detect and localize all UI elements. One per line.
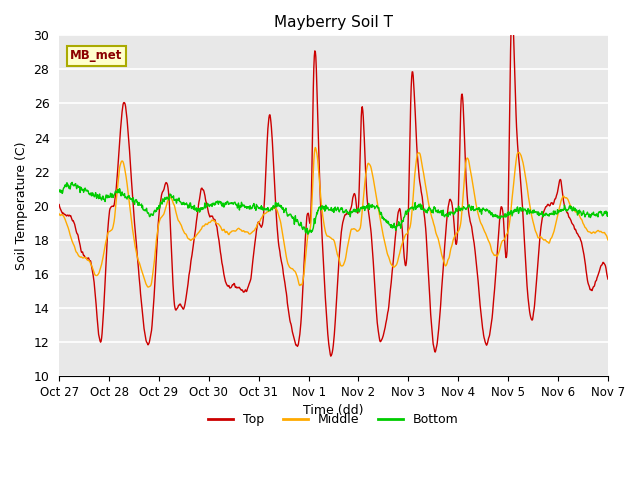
Middle <box>144 284 152 290</box>
Top <box>584 277 591 283</box>
Middle <box>82 254 90 260</box>
Middle <box>97 264 105 269</box>
Line: Top: Top <box>59 14 608 356</box>
Title: Mayberry Soil T: Mayberry Soil T <box>274 15 393 30</box>
Middle <box>55 211 63 217</box>
Bottom <box>98 197 106 203</box>
X-axis label: Time (dd): Time (dd) <box>303 404 364 417</box>
Bottom <box>584 209 591 215</box>
Top <box>327 353 335 359</box>
Middle <box>604 237 612 243</box>
Top <box>55 202 63 207</box>
Top <box>604 276 612 282</box>
Bottom <box>83 188 90 194</box>
Middle <box>312 144 319 150</box>
Top <box>97 338 105 344</box>
Top <box>282 290 290 296</box>
Top <box>508 11 516 17</box>
Bottom <box>604 209 612 215</box>
Bottom <box>283 210 291 216</box>
Bottom <box>68 180 76 185</box>
Line: Middle: Middle <box>59 147 608 287</box>
Bottom <box>478 206 486 212</box>
Legend: Top, Middle, Bottom: Top, Middle, Bottom <box>203 408 464 431</box>
Middle <box>283 256 291 262</box>
Top <box>194 207 202 213</box>
Y-axis label: Soil Temperature (C): Soil Temperature (C) <box>15 142 28 270</box>
Line: Bottom: Bottom <box>59 182 608 234</box>
Bottom <box>304 231 312 237</box>
Top <box>478 316 486 322</box>
Bottom <box>55 189 63 194</box>
Middle <box>584 228 591 234</box>
Middle <box>195 230 202 236</box>
Text: MB_met: MB_met <box>70 49 122 62</box>
Middle <box>478 223 486 228</box>
Top <box>82 255 90 261</box>
Bottom <box>195 207 202 213</box>
